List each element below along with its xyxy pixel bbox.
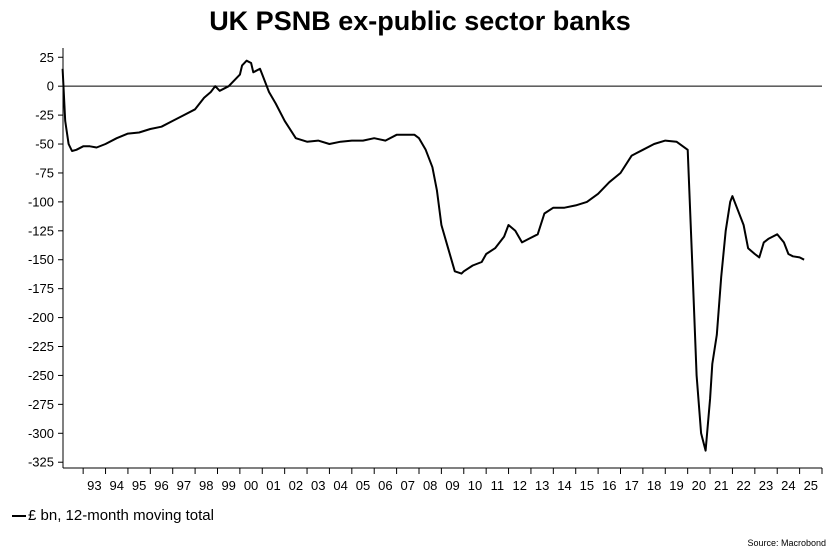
x-tick-label: 17 xyxy=(624,478,638,493)
y-axis-ticks: 25 0 -25 -50 -75 -100 -125 -150 -175 -200 -225 -250… xyxy=(28,50,63,470)
legend-label: £ bn, 12-month moving total xyxy=(28,507,214,524)
y-tick-label: -275 xyxy=(28,397,54,412)
y-tick-label: -225 xyxy=(28,339,54,354)
y-tick-label: -25 xyxy=(35,108,54,123)
x-tick-label: 18 xyxy=(647,478,661,493)
x-tick-label: 08 xyxy=(423,478,437,493)
x-tick-label: 24 xyxy=(781,478,795,493)
x-tick-label: 05 xyxy=(356,478,370,493)
x-tick-label: 97 xyxy=(177,478,191,493)
x-tick-label: 03 xyxy=(311,478,325,493)
x-tick-label: 19 xyxy=(669,478,683,493)
x-tick-label: 21 xyxy=(714,478,728,493)
y-tick-label: -200 xyxy=(28,310,54,325)
x-tick-label: 07 xyxy=(401,478,415,493)
y-tick-label: -50 xyxy=(35,137,54,152)
chart-title: UK PSNB ex-public sector banks xyxy=(209,6,631,36)
x-tick-label: 06 xyxy=(378,478,392,493)
y-tick-label: 0 xyxy=(47,79,54,94)
y-tick-label: 25 xyxy=(40,50,54,65)
y-tick-label: -75 xyxy=(35,165,54,180)
x-tick-label: 04 xyxy=(333,478,347,493)
x-tick-label: 13 xyxy=(535,478,549,493)
x-tick-label: 09 xyxy=(445,478,459,493)
x-tick-label: 23 xyxy=(759,478,773,493)
y-tick-label: -175 xyxy=(28,281,54,296)
y-tick-label: -300 xyxy=(28,426,54,441)
y-tick-label: -150 xyxy=(28,252,54,267)
legend: £ bn, 12-month moving total xyxy=(12,507,214,524)
series-line-psnb xyxy=(61,59,805,452)
x-tick-label: 14 xyxy=(557,478,571,493)
x-tick-label: 11 xyxy=(491,478,505,493)
x-tick-label: 02 xyxy=(289,478,303,493)
x-tick-label: 99 xyxy=(221,478,235,493)
x-tick-label: 00 xyxy=(244,478,258,493)
x-tick-label: 93 xyxy=(87,478,101,493)
source-note: Source: Macrobond xyxy=(747,538,826,548)
y-tick-label: -250 xyxy=(28,368,54,383)
x-tick-label: 01 xyxy=(266,478,280,493)
x-tick-label: 94 xyxy=(110,478,124,493)
y-tick-label: -125 xyxy=(28,223,54,238)
x-axis-ticks: 93 94 95 96 97 98 99 00 01 02 03 04 05 06 07 08 09 10 11 12… xyxy=(82,468,823,493)
x-tick-label: 10 xyxy=(468,478,482,493)
x-tick-label: 22 xyxy=(736,478,750,493)
y-tick-label: -325 xyxy=(28,455,54,470)
legend-swatch xyxy=(12,514,26,517)
x-tick-label: 96 xyxy=(154,478,168,493)
x-tick-label: 95 xyxy=(132,478,146,493)
x-tick-label: 98 xyxy=(199,478,213,493)
x-tick-label: 15 xyxy=(580,478,594,493)
x-tick-label: 12 xyxy=(513,478,527,493)
y-tick-label: -100 xyxy=(28,194,54,209)
x-tick-label: 20 xyxy=(692,478,706,493)
x-tick-label: 25 xyxy=(804,478,818,493)
x-tick-label: 16 xyxy=(602,478,616,493)
